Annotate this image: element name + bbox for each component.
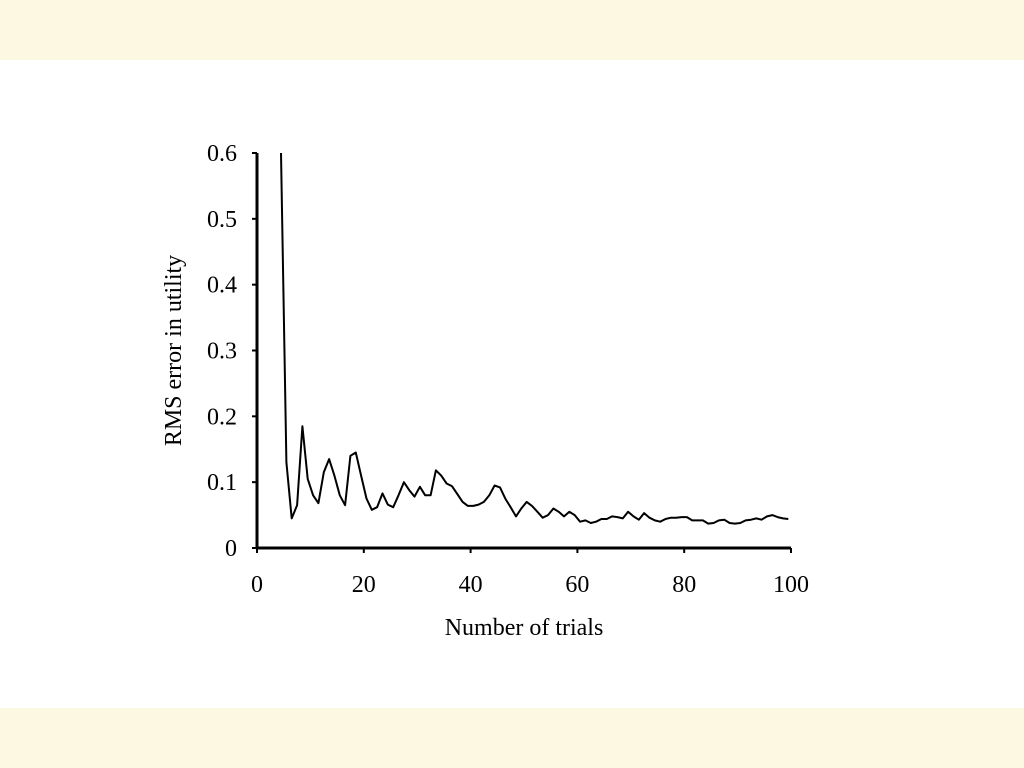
y-tick-label: 0.4: [207, 273, 237, 299]
chart-tick-labels: 0 0.1 0.2 0.3 0.4 0.5 0.6 0 20 40 60 80 100: [207, 141, 809, 598]
y-tick-label: 0.2: [207, 404, 237, 430]
x-axis-label: Number of trials: [445, 615, 604, 641]
x-tick-label: 0: [251, 572, 263, 598]
x-tick-label: 40: [459, 572, 483, 598]
x-tick-label: 60: [565, 572, 589, 598]
y-tick-label: 0.5: [207, 207, 237, 233]
x-tick-label: 100: [773, 572, 809, 598]
slide-area: 0 0.1 0.2 0.3 0.4 0.5 0.6 0 20 40 60 80 100 Number o…: [0, 60, 1024, 708]
x-tick-label: 20: [352, 572, 376, 598]
y-axis-label: RMS error in utility: [161, 255, 187, 446]
chart-ticks: [252, 152, 792, 553]
line-chart: 0 0.1 0.2 0.3 0.4 0.5 0.6 0 20 40 60 80 100 Number o…: [161, 141, 809, 641]
bottom-band: [0, 708, 1024, 768]
series-line: [280, 152, 789, 525]
x-tick-label: 80: [672, 572, 696, 598]
top-band: [0, 0, 1024, 60]
y-tick-label: 0: [225, 536, 237, 562]
y-tick-label: 0.3: [207, 339, 237, 365]
y-tick-label: 0.6: [207, 141, 237, 167]
y-tick-label: 0.1: [207, 470, 237, 496]
